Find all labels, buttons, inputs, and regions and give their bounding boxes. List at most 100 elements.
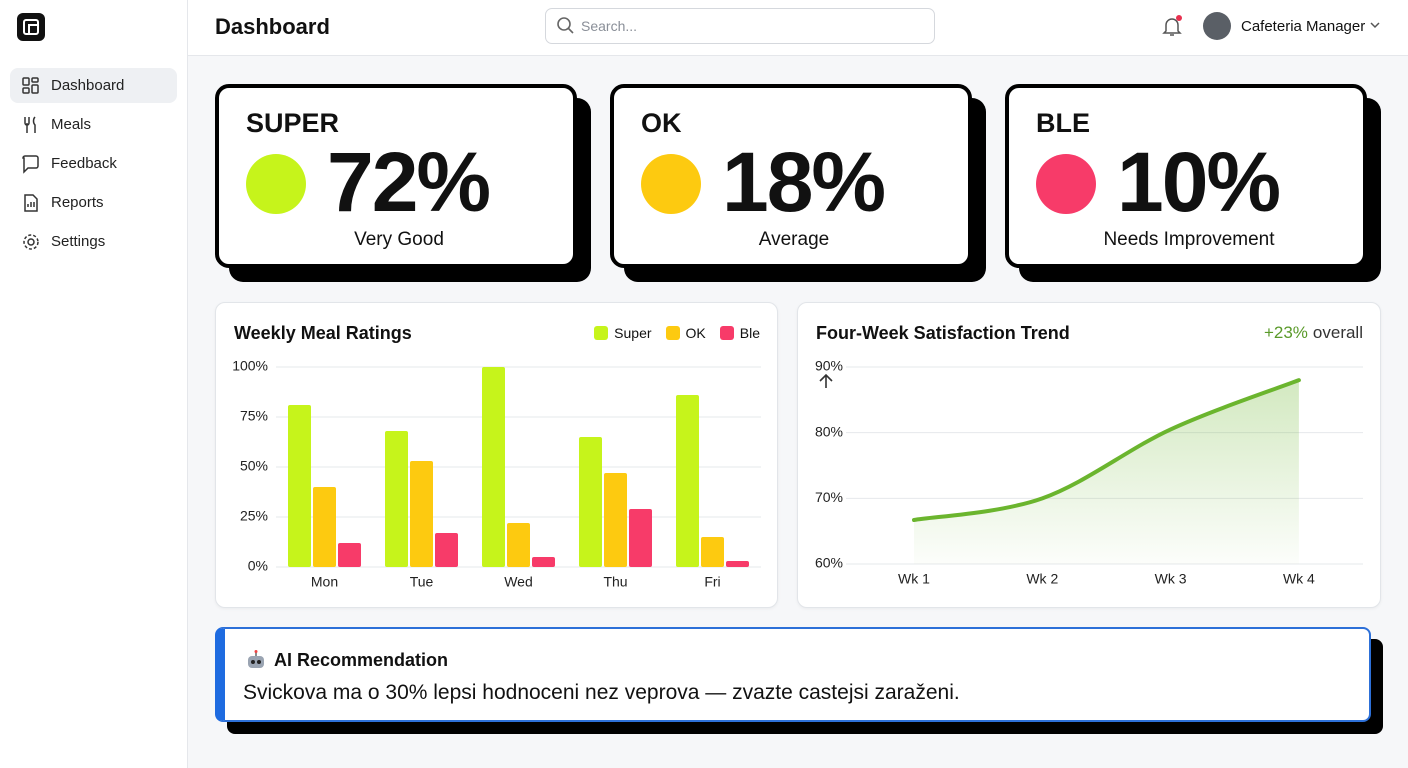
bar xyxy=(288,405,311,567)
search-box[interactable]: Search... xyxy=(545,8,935,44)
bar xyxy=(410,461,433,567)
bar xyxy=(482,367,505,567)
recommendation-title: AI Recommendation xyxy=(274,649,449,670)
trend-area xyxy=(914,380,1299,564)
bar xyxy=(701,537,724,567)
stat-card: BLE 10% Needs Improvement xyxy=(1005,84,1367,268)
bar xyxy=(435,533,458,567)
legend-label: Super xyxy=(614,325,652,341)
legend-swatch xyxy=(594,326,609,340)
legend-item: OK xyxy=(665,325,706,341)
x-tick-label: Wk 4 xyxy=(1283,571,1315,587)
chart-title: Weekly Meal Ratings xyxy=(234,322,412,343)
nav-icon xyxy=(24,115,36,133)
nav-icon xyxy=(24,193,38,212)
stat-label: BLE xyxy=(1036,108,1090,138)
bar xyxy=(579,437,602,567)
bar xyxy=(629,509,652,567)
change-value: +23% xyxy=(1263,323,1308,342)
chart: 60% 70% 80% 90% Wk 1 Wk 2 Wk 3 Wk 4 xyxy=(815,358,1363,587)
user-menu[interactable]: Cafeteria Manager xyxy=(1203,12,1385,40)
x-tick-label: Wk 3 xyxy=(1155,571,1187,587)
nav-item[interactable]: Reports xyxy=(10,185,177,220)
chart: 0% 25% 50% 75% 100% Mon Tue Wed Thu Fri xyxy=(232,358,761,590)
y-tick-label: 75% xyxy=(240,408,268,424)
nav-item[interactable]: Settings xyxy=(10,224,177,259)
stat-value: 10% xyxy=(1117,135,1281,229)
search-icon xyxy=(557,17,574,34)
page-title: Dashboard xyxy=(215,14,330,39)
y-tick-label: 90% xyxy=(815,358,843,374)
arrow-up-icon xyxy=(819,373,833,388)
stat-label: OK xyxy=(641,108,682,138)
change-label: overall xyxy=(1312,323,1363,342)
stat-card: SUPER 72% Very Good xyxy=(215,84,577,268)
legend: Super OK Ble xyxy=(580,325,760,341)
nav-item[interactable]: Dashboard xyxy=(10,68,177,103)
y-tick-label: 25% xyxy=(240,508,268,524)
recommendation: AI Recommendation Svickova ma o 30% leps… xyxy=(215,627,1371,722)
x-tick-label: Wk 1 xyxy=(898,571,930,587)
x-tick-label: Wed xyxy=(504,574,533,590)
chart-header: Weekly Meal Ratings Super OK Ble xyxy=(234,321,760,345)
x-tick-label: Tue xyxy=(410,574,434,590)
nav-label: Dashboard xyxy=(51,77,125,94)
legend-label: Ble xyxy=(739,325,760,341)
nav-item[interactable]: Meals xyxy=(10,107,177,142)
user-name: Cafeteria Manager xyxy=(1241,17,1366,35)
x-tick-label: Mon xyxy=(311,574,338,590)
nav-label: Feedback xyxy=(51,155,117,172)
stat-caption: Very Good xyxy=(354,229,444,250)
bar xyxy=(532,557,555,567)
nav: Dashboard Meals Feedback Reports Settings xyxy=(10,68,177,263)
trend-line xyxy=(912,378,1301,523)
sidebar: Dashboard Meals Feedback Reports Settings xyxy=(0,0,188,768)
y-tick-label: 100% xyxy=(232,358,268,374)
chart-panel: Four-Week Satisfaction Trend +23% overal… xyxy=(797,302,1381,608)
recommendation-header: AI Recommendation xyxy=(245,649,448,671)
nav-icon xyxy=(22,154,39,174)
legend-label: OK xyxy=(685,325,706,341)
bar xyxy=(385,431,408,567)
nav-label: Meals xyxy=(51,116,92,133)
y-tick-label: 60% xyxy=(815,555,843,571)
y-tick-label: 70% xyxy=(815,489,843,505)
nav-icon xyxy=(22,76,39,94)
bar xyxy=(676,395,699,567)
legend-swatch xyxy=(719,326,734,340)
chart-title: Four-Week Satisfaction Trend xyxy=(816,322,1070,343)
stat-caption: Needs Improvement xyxy=(1103,229,1275,250)
robot-icon xyxy=(248,650,264,668)
y-tick-label: 80% xyxy=(815,423,843,439)
status-dot xyxy=(641,154,701,214)
nav-item[interactable]: Feedback xyxy=(10,146,177,181)
legend-swatch xyxy=(665,326,680,340)
search-placeholder: Search... xyxy=(581,18,638,34)
x-tick-label: Fri xyxy=(704,574,720,590)
avatar xyxy=(1203,12,1231,40)
logo[interactable] xyxy=(17,13,45,41)
logo-icon xyxy=(23,19,39,35)
chevron xyxy=(1370,22,1380,29)
recommendation-text: Svickova ma o 30% lepsi hodnoceni nez ve… xyxy=(243,681,960,704)
nav-icon xyxy=(23,233,39,250)
stat-value: 18% xyxy=(722,135,886,229)
notification-bell[interactable] xyxy=(1160,14,1184,38)
x-tick-label: Thu xyxy=(603,574,627,590)
nav-label: Reports xyxy=(51,194,104,211)
bar xyxy=(313,487,336,567)
nav-label: Settings xyxy=(51,233,106,250)
x-tick-label: Wk 2 xyxy=(1026,571,1058,587)
bar xyxy=(604,473,627,567)
y-tick-label: 50% xyxy=(240,458,268,474)
legend-item: Super xyxy=(594,325,652,341)
bar xyxy=(338,543,361,567)
stat-caption: Average xyxy=(758,229,830,250)
status-dot xyxy=(246,154,306,214)
y-tick-label: 0% xyxy=(248,558,268,574)
bar xyxy=(507,523,530,567)
stat-value: 72% xyxy=(327,135,491,229)
bar xyxy=(726,561,749,567)
legend-item: Ble xyxy=(719,325,760,341)
